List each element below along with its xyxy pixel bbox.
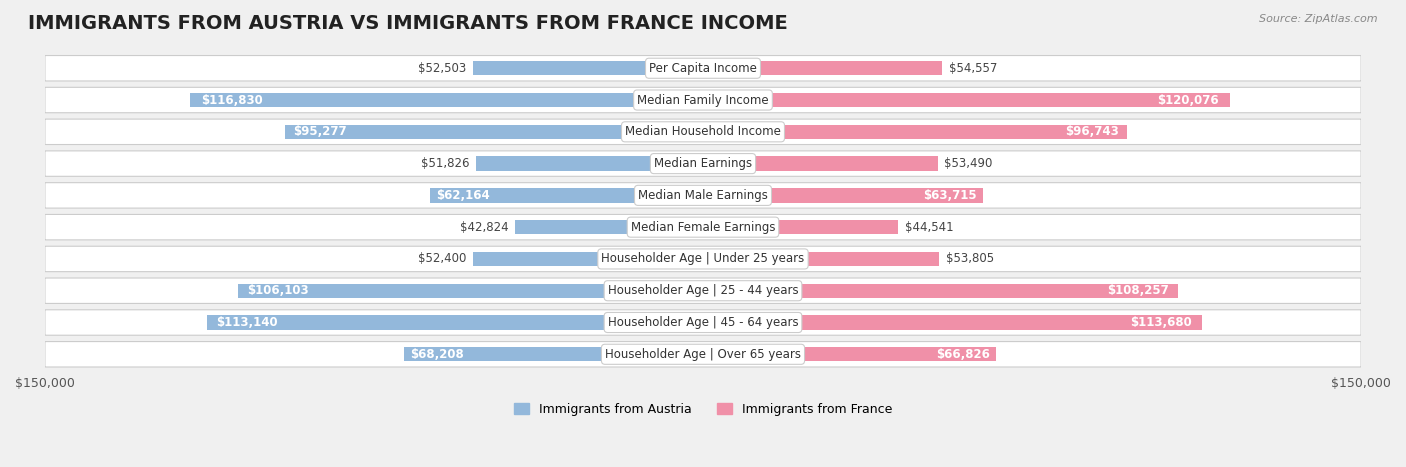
- Text: $63,715: $63,715: [924, 189, 977, 202]
- Text: Median Household Income: Median Household Income: [626, 125, 780, 138]
- Bar: [703, 347, 997, 361]
- Text: $106,103: $106,103: [247, 284, 308, 297]
- FancyBboxPatch shape: [45, 87, 1361, 113]
- Text: $113,680: $113,680: [1130, 316, 1192, 329]
- Text: $51,826: $51,826: [420, 157, 470, 170]
- Text: $66,826: $66,826: [936, 348, 990, 361]
- Legend: Immigrants from Austria, Immigrants from France: Immigrants from Austria, Immigrants from…: [509, 398, 897, 421]
- Bar: [430, 188, 703, 203]
- Text: Median Female Earnings: Median Female Earnings: [631, 221, 775, 234]
- Bar: [703, 156, 938, 171]
- FancyBboxPatch shape: [45, 341, 1361, 367]
- Text: Householder Age | Under 25 years: Householder Age | Under 25 years: [602, 253, 804, 265]
- Text: Median Male Earnings: Median Male Earnings: [638, 189, 768, 202]
- Text: $116,830: $116,830: [201, 93, 263, 106]
- Text: $108,257: $108,257: [1107, 284, 1168, 297]
- Text: Per Capita Income: Per Capita Income: [650, 62, 756, 75]
- Bar: [472, 61, 703, 75]
- Text: $53,490: $53,490: [945, 157, 993, 170]
- Bar: [703, 252, 939, 266]
- Text: Householder Age | 25 - 44 years: Householder Age | 25 - 44 years: [607, 284, 799, 297]
- FancyBboxPatch shape: [45, 278, 1361, 304]
- FancyBboxPatch shape: [45, 214, 1361, 240]
- Text: $68,208: $68,208: [409, 348, 464, 361]
- Text: $96,743: $96,743: [1066, 125, 1119, 138]
- Text: IMMIGRANTS FROM AUSTRIA VS IMMIGRANTS FROM FRANCE INCOME: IMMIGRANTS FROM AUSTRIA VS IMMIGRANTS FR…: [28, 14, 787, 33]
- Bar: [472, 252, 703, 266]
- Text: $62,164: $62,164: [436, 189, 489, 202]
- Text: Householder Age | 45 - 64 years: Householder Age | 45 - 64 years: [607, 316, 799, 329]
- Bar: [285, 125, 703, 139]
- FancyBboxPatch shape: [45, 246, 1361, 272]
- Bar: [703, 93, 1230, 107]
- Text: $53,805: $53,805: [946, 253, 994, 265]
- Bar: [703, 220, 898, 234]
- Bar: [703, 315, 1202, 330]
- Text: Median Earnings: Median Earnings: [654, 157, 752, 170]
- Bar: [703, 283, 1178, 298]
- Text: $113,140: $113,140: [217, 316, 278, 329]
- FancyBboxPatch shape: [45, 183, 1361, 208]
- FancyBboxPatch shape: [45, 310, 1361, 335]
- Text: $52,400: $52,400: [418, 253, 467, 265]
- FancyBboxPatch shape: [45, 119, 1361, 144]
- Bar: [703, 61, 942, 75]
- Text: $120,076: $120,076: [1157, 93, 1219, 106]
- Bar: [703, 188, 983, 203]
- Bar: [190, 93, 703, 107]
- Text: Median Family Income: Median Family Income: [637, 93, 769, 106]
- Text: $54,557: $54,557: [949, 62, 997, 75]
- Text: $42,824: $42,824: [460, 221, 509, 234]
- FancyBboxPatch shape: [45, 151, 1361, 177]
- Text: Source: ZipAtlas.com: Source: ZipAtlas.com: [1260, 14, 1378, 24]
- Bar: [238, 283, 703, 298]
- Text: $95,277: $95,277: [294, 125, 347, 138]
- Text: $52,503: $52,503: [418, 62, 465, 75]
- Bar: [404, 347, 703, 361]
- Bar: [515, 220, 703, 234]
- Bar: [475, 156, 703, 171]
- Bar: [207, 315, 703, 330]
- Text: $44,541: $44,541: [905, 221, 953, 234]
- FancyBboxPatch shape: [45, 56, 1361, 81]
- Bar: [703, 125, 1128, 139]
- Text: Householder Age | Over 65 years: Householder Age | Over 65 years: [605, 348, 801, 361]
